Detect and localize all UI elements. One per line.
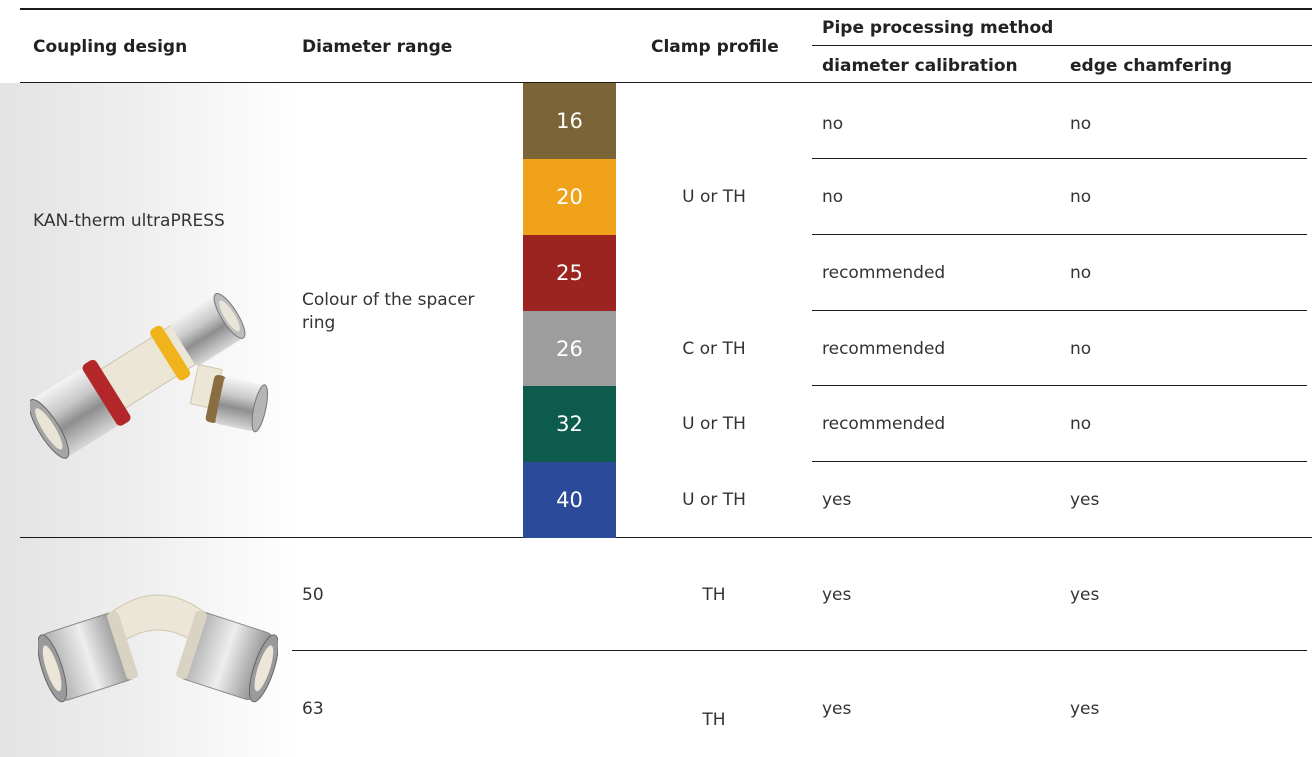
row-divider [292,650,1307,651]
calibration-cell: recommended [822,263,946,283]
clamp-profile-cell: U or TH [682,187,746,207]
row-divider [812,234,1307,235]
product-name: KAN-therm ultraPRESS [33,211,225,231]
diameter-value: 40 [556,488,583,512]
calibration-cell: yes [822,585,852,605]
calibration-cell: yes [822,699,852,719]
calibration-cell: recommended [822,339,946,359]
col-header-diameter-calibration: diameter calibration [822,56,1018,76]
header-sub-rule [812,45,1312,46]
calibration-cell: recommended [822,414,946,434]
spacer-ring-swatch-16: 16 [523,83,616,159]
chamfering-cell: yes [1070,490,1100,510]
spacer-ring-swatch-20: 20 [523,159,616,235]
col-header-edge-chamfering: edge chamfering [1070,56,1233,76]
diameter-value: 32 [556,412,583,436]
chamfering-cell: no [1070,414,1092,434]
table-top-rule [20,8,1312,10]
row-divider [812,158,1307,159]
diameter-cell: 63 [302,699,324,719]
chamfering-cell: no [1070,187,1092,207]
spacer-ring-swatch-25: 25 [523,235,616,311]
row-divider [812,385,1307,386]
calibration-cell: no [822,114,844,134]
clamp-profile-cell: TH [702,585,726,605]
diameter-value: 20 [556,185,583,209]
chamfering-cell: no [1070,263,1092,283]
diameter-value: 25 [556,261,583,285]
diameter-value: 26 [556,337,583,361]
col-header-coupling-design: Coupling design [33,37,188,57]
row-divider [812,461,1307,462]
col-header-diameter-range: Diameter range [302,37,453,57]
col-header-pipe-processing: Pipe processing method [822,18,1054,38]
row-divider [812,310,1307,311]
calibration-cell: yes [822,490,852,510]
spacer-ring-swatch-40: 40 [523,462,616,538]
diameter-cell: 50 [302,585,324,605]
header-bottom-rule [20,82,1312,83]
chamfering-cell: yes [1070,699,1100,719]
diameter-note: Colour of the spacer ring [302,290,475,333]
clamp-profile-cell: C or TH [682,339,746,359]
spacer-ring-swatch-26: 26 [523,311,616,387]
col-header-clamp-profile: Clamp profile [651,37,779,57]
chamfering-cell: yes [1070,585,1100,605]
chamfering-cell: no [1070,114,1092,134]
spacer-ring-swatch-32: 32 [523,386,616,462]
clamp-profile-cell: TH [702,710,726,730]
clamp-profile-cell: U or TH [682,414,746,434]
tee-fitting-image [30,293,269,459]
calibration-cell: no [822,187,844,207]
elbow-fitting-image [38,594,278,703]
diameter-value: 16 [556,109,583,133]
chamfering-cell: no [1070,339,1092,359]
clamp-profile-cell: U or TH [682,490,746,510]
group-divider [20,537,1312,538]
